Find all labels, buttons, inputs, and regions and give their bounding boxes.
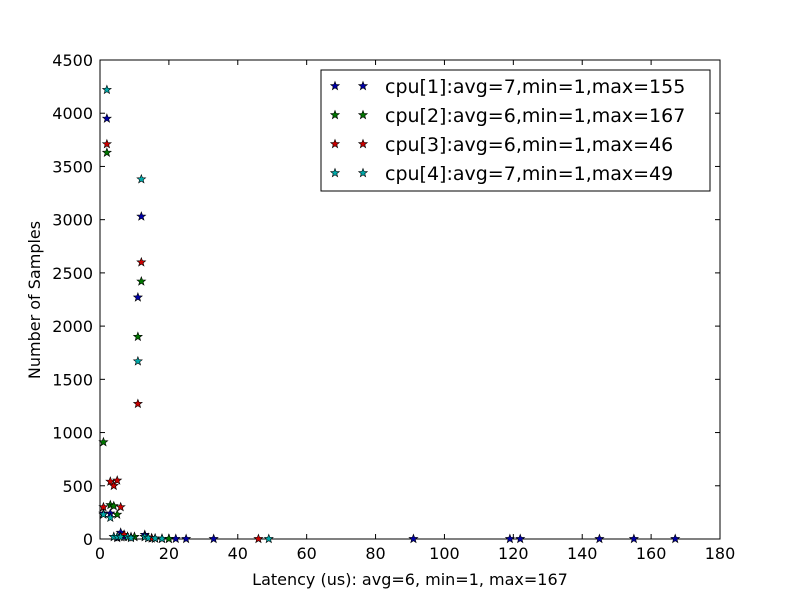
x-tick-label: 60 xyxy=(296,544,316,563)
x-tick-label: 20 xyxy=(159,544,179,563)
data-point xyxy=(515,533,526,544)
x-tick-label: 160 xyxy=(636,544,667,563)
legend-marker xyxy=(329,167,341,178)
x-tick-label: 40 xyxy=(228,544,248,563)
data-point xyxy=(263,533,274,544)
data-point xyxy=(132,292,143,302)
x-tick-label: 140 xyxy=(567,544,598,563)
legend-label: cpu[1]:avg=7,min=1,max=155 xyxy=(385,76,685,98)
data-point xyxy=(101,147,112,157)
data-point xyxy=(108,500,119,511)
y-tick-label: 0 xyxy=(83,530,93,549)
legend: cpu[1]:avg=7,min=1,max=155 cpu[2]:avg=6,m… xyxy=(320,69,711,192)
data-point xyxy=(105,476,116,486)
data-points xyxy=(98,84,681,544)
data-point xyxy=(115,501,126,512)
y-tick-label: 2500 xyxy=(52,264,93,283)
y-tick-label: 500 xyxy=(62,477,93,496)
x-tick-label: 0 xyxy=(95,544,105,563)
legend-marker xyxy=(329,80,341,91)
y-tick-label: 3500 xyxy=(52,157,93,176)
data-point xyxy=(504,533,515,544)
y-axis-label: Number of Samples xyxy=(25,221,44,379)
data-point xyxy=(156,533,168,544)
data-point xyxy=(143,532,154,543)
data-point xyxy=(112,475,123,485)
data-point xyxy=(98,436,109,447)
axis-ticks: 0 20 40 60 80 100 120 140 160 180 0 500 1000 1500 2000… xyxy=(52,51,735,563)
legend-marker xyxy=(357,109,369,120)
data-point xyxy=(112,509,123,519)
y-tick-label: 3000 xyxy=(52,211,93,230)
data-point xyxy=(136,256,147,267)
data-point xyxy=(670,533,681,544)
data-point xyxy=(125,532,137,543)
data-point xyxy=(136,173,147,184)
y-tick-label: 4500 xyxy=(52,51,93,70)
legend-label: cpu[4]:avg=7,min=1,max=49 xyxy=(385,163,673,185)
data-point xyxy=(408,533,419,544)
x-axis-label: Latency (us): avg=6, min=1, max=167 xyxy=(252,570,568,589)
data-point xyxy=(136,211,147,221)
data-point xyxy=(208,533,219,544)
data-point xyxy=(594,533,605,544)
data-point xyxy=(181,533,192,544)
y-tick-label: 1500 xyxy=(52,370,93,389)
data-point xyxy=(132,398,143,409)
x-tick-label: 80 xyxy=(365,544,385,563)
data-point xyxy=(101,138,112,149)
y-tick-label: 2000 xyxy=(52,317,93,336)
data-point xyxy=(136,276,147,286)
legend-marker xyxy=(357,80,369,91)
data-point xyxy=(101,84,112,95)
data-point xyxy=(98,501,109,512)
data-point xyxy=(132,331,143,342)
series-4 xyxy=(98,84,274,544)
legend-marker xyxy=(357,167,369,178)
legend-marker xyxy=(357,138,369,149)
x-tick-label: 100 xyxy=(429,544,460,563)
legend-label: cpu[2]:avg=6,min=1,max=167 xyxy=(385,105,685,127)
y-tick-label: 1000 xyxy=(52,424,93,443)
legend-label: cpu[3]:avg=6,min=1,max=46 xyxy=(385,134,673,156)
data-point xyxy=(105,512,116,523)
data-point xyxy=(132,355,143,366)
legend-box xyxy=(320,69,711,192)
data-point xyxy=(98,509,109,519)
data-point xyxy=(108,480,119,491)
data-point xyxy=(628,533,639,544)
y-tick-label: 4000 xyxy=(52,104,93,123)
data-point xyxy=(101,113,112,123)
data-point xyxy=(253,533,264,544)
x-tick-label: 180 xyxy=(705,544,736,563)
legend-marker xyxy=(329,109,341,120)
legend-marker xyxy=(329,138,341,149)
x-tick-label: 120 xyxy=(498,544,529,563)
